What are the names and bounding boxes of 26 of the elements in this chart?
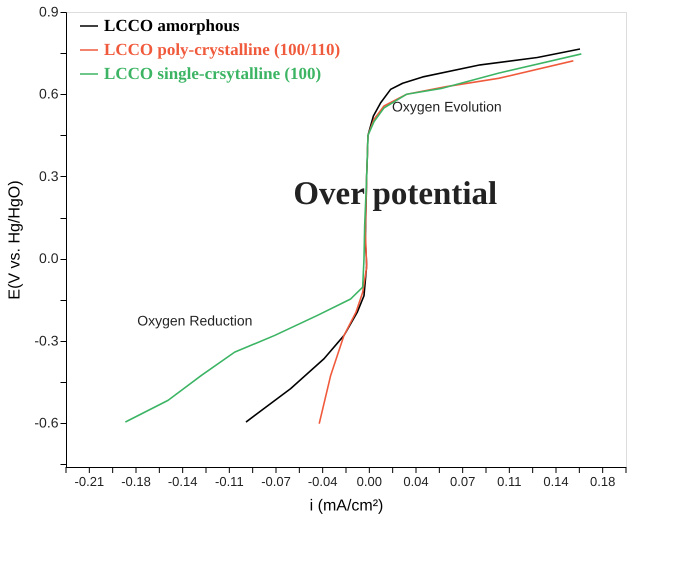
legend-label: LCCO amorphous <box>104 16 240 35</box>
x-tick-label: 0.14 <box>543 474 569 489</box>
y-tick-label: -0.3 <box>34 332 59 348</box>
x-tick-label: 0.07 <box>450 474 476 489</box>
x-tick-label: -0.07 <box>261 474 291 489</box>
x-tick-label: -0.18 <box>121 474 151 489</box>
y-tick-label: 0.3 <box>39 168 59 184</box>
x-tick-label: -0.14 <box>168 474 198 489</box>
x-tick-label: -0.04 <box>308 474 338 489</box>
x-tick-label: 0.04 <box>403 474 429 489</box>
y-tick-label: 0.0 <box>39 250 59 266</box>
annotation: Over potential <box>293 176 498 212</box>
y-axis-title: E(V vs. Hg/HgO) <box>6 180 24 300</box>
x-tick-label: 0.18 <box>590 474 616 489</box>
y-tick-label: 0.9 <box>39 4 59 20</box>
x-tick-label: 0.11 <box>497 474 522 489</box>
x-tick-label: -0.21 <box>74 474 104 489</box>
x-tick-label: -0.11 <box>214 474 244 489</box>
x-tick-label: 0.00 <box>356 474 382 489</box>
annotation: Oxygen Evolution <box>392 98 502 115</box>
y-tick-label: -0.6 <box>34 414 59 431</box>
annotation: Oxygen Reduction <box>137 312 252 328</box>
legend-label: LCCO poly-crystalline (100/110) <box>104 40 340 59</box>
x-axis-title: i (mA/cm²) <box>310 498 384 514</box>
legend-label: LCCO single-crsytalline (100) <box>104 64 322 83</box>
y-tick-label: 0.6 <box>39 86 59 102</box>
